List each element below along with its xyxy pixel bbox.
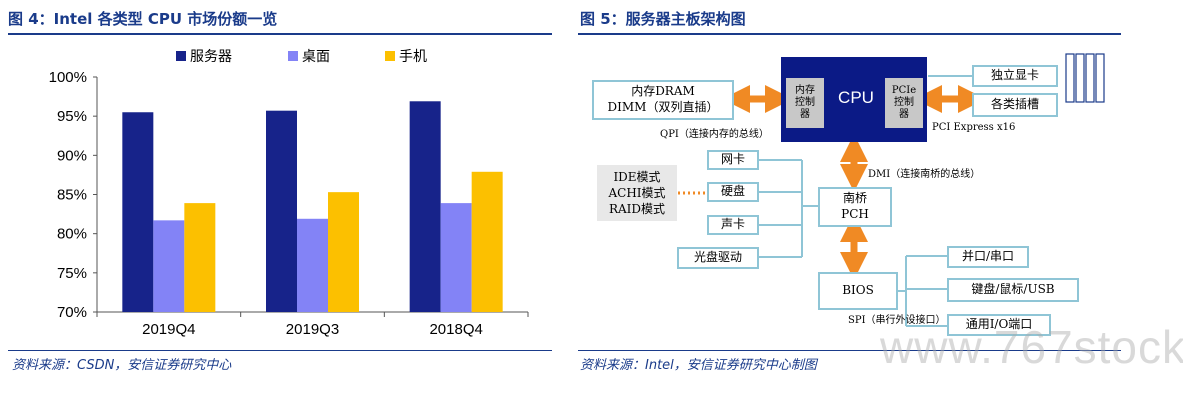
legend-swatch-服务器 — [176, 51, 186, 61]
sound-box: 声卡 — [707, 215, 759, 235]
io-box: 通用I/O端口 — [947, 314, 1051, 336]
optical-box: 光盘驱动 — [677, 247, 759, 269]
left-panel-source: 资料来源：CSDN，安信证券研究中心 — [12, 358, 232, 373]
bar-2019Q4-手机 — [184, 203, 216, 312]
slots-box: 各类插槽 — [972, 93, 1058, 117]
memory-controller: 内存 控制 器 — [786, 78, 824, 128]
spi-label: SPI（串行外设接口） — [848, 315, 946, 326]
disk-modes-box: IDE模式 ACHI模式 RAID模式 — [597, 165, 677, 221]
y-tick-label: 75% — [57, 265, 87, 282]
left-panel-title: 图 4：Intel 各类型 CPU 市场份额一览 — [8, 10, 278, 28]
y-tick-label: 80% — [57, 226, 87, 243]
slot-cards-icon — [1065, 53, 1105, 103]
legend-label: 手机 — [399, 49, 427, 65]
bar-2019Q3-桌面 — [297, 218, 328, 312]
pcie-controller: PCIe 控制 器 — [885, 78, 923, 128]
y-tick-label: 90% — [57, 147, 87, 164]
dmi-label: DMI（连接南桥的总线） — [868, 169, 981, 180]
x-tick-label: 2019Q4 — [142, 321, 195, 338]
legend-label: 服务器 — [190, 49, 232, 65]
bar-2018Q4-服务器 — [409, 101, 441, 313]
bios-tree-lines — [898, 255, 947, 327]
gpu-box: 独立显卡 — [972, 65, 1058, 87]
bar-2019Q3-手机 — [328, 192, 359, 312]
chart-legend: 服务器 桌面 手机 — [176, 49, 427, 65]
legend-label: 桌面 — [302, 49, 330, 65]
x-tick-label: 2018Q4 — [429, 321, 482, 338]
y-tick-label: 85% — [57, 187, 87, 204]
left-title-rule — [8, 33, 552, 35]
left-source-rule — [8, 350, 552, 351]
right-panel-source: 资料来源：Intel，安信证券研究中心制图 — [580, 358, 817, 373]
right-title-rule — [578, 33, 1121, 35]
right-panel-title: 图 5：服务器主板架构图 — [580, 10, 746, 28]
pch-box: 南桥 PCH — [818, 187, 892, 227]
bar-chart: 服务器 桌面 手机 70%75%80%85%90%95%100% 2019Q4 201… — [49, 49, 529, 338]
pch-tree-lines — [759, 159, 818, 258]
nic-box: 网卡 — [707, 150, 759, 170]
y-tick-label: 95% — [57, 108, 87, 125]
pcie-label: PCI Express x16 — [932, 122, 1016, 133]
bar-2019Q4-服务器 — [122, 112, 154, 312]
keyboard-usb-box: 键盘/鼠标/USB — [947, 278, 1079, 302]
serial-box: 并口/串口 — [947, 246, 1029, 268]
y-tick-label: 70% — [57, 304, 87, 321]
x-tick-label: 2019Q3 — [286, 321, 339, 338]
watermark: www.767stock.com — [880, 321, 1183, 373]
bar-2018Q4-桌面 — [440, 203, 472, 312]
bios-box: BIOS — [818, 272, 898, 310]
memory-box: 内存DRAM DIMM（双列直插） — [592, 80, 734, 120]
bar-2018Q4-手机 — [471, 171, 503, 312]
chart-x-labels: 2019Q4 2019Q3 2018Q4 — [142, 321, 483, 338]
legend-swatch-桌面 — [288, 51, 298, 61]
y-tick-label: 100% — [49, 69, 87, 86]
disk-box: 硬盘 — [707, 182, 759, 202]
chart-bars — [122, 101, 503, 313]
right-source-rule — [578, 350, 1121, 351]
qpi-label: QPI（连接内存的总线） — [660, 129, 769, 140]
bar-2019Q3-服务器 — [266, 110, 297, 312]
cpu-label: CPU — [838, 88, 874, 107]
bar-2019Q4-桌面 — [153, 220, 185, 312]
legend-swatch-手机 — [385, 51, 395, 61]
board-diagram-lines — [678, 53, 1105, 327]
